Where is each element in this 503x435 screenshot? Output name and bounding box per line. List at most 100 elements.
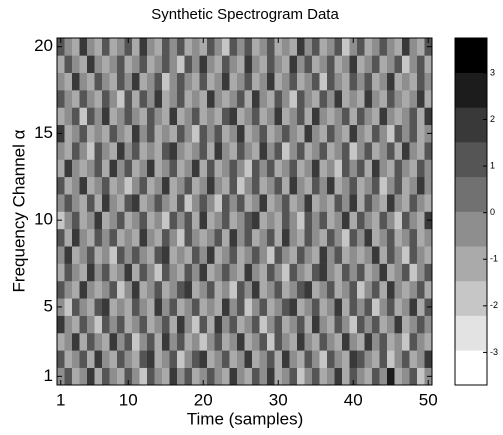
heatmap-cell <box>229 298 238 316</box>
heatmap-cell <box>334 263 343 282</box>
heatmap-cell <box>169 90 178 108</box>
heatmap-cell <box>72 55 80 73</box>
heatmap-cell <box>334 176 343 195</box>
heatmap-cell <box>334 124 343 143</box>
heatmap-cell <box>169 263 178 282</box>
heatmap-cell <box>117 332 125 351</box>
heatmap-cell <box>162 55 170 73</box>
heatmap-cell <box>229 107 238 126</box>
heatmap-cell <box>177 38 185 56</box>
heatmap-cell <box>102 159 110 178</box>
heatmap-cell <box>139 211 148 230</box>
heatmap-cell <box>289 280 298 299</box>
heatmap-cell <box>87 350 95 368</box>
heatmap-cell <box>394 38 403 56</box>
heatmap-cell <box>184 159 193 178</box>
heatmap-cell <box>252 107 260 126</box>
heatmap-cell <box>229 211 238 230</box>
y-axis-label: Frequency Channel α <box>9 129 28 292</box>
heatmap-cell <box>259 332 268 351</box>
heatmap-cell <box>177 159 185 178</box>
heatmap-cell <box>327 159 335 178</box>
heatmap-cell <box>94 263 103 282</box>
heatmap-cell <box>364 38 373 56</box>
x-axis-label: Time (samples) <box>187 409 304 428</box>
heatmap-cell <box>259 107 268 126</box>
heatmap-cell <box>72 159 80 178</box>
heatmap-cell <box>424 332 433 351</box>
heatmap-cell <box>87 107 95 126</box>
heatmap-cell <box>87 246 95 264</box>
heatmap-cell <box>364 263 373 282</box>
heatmap-cell <box>282 367 290 386</box>
heatmap-cell <box>214 55 223 73</box>
heatmap-cell <box>117 298 125 316</box>
colorbar-tick-label: -1 <box>490 254 498 264</box>
heatmap-cell <box>154 332 163 351</box>
heatmap-cell <box>349 246 358 264</box>
heatmap-cell <box>327 263 335 282</box>
heatmap-cell <box>364 159 373 178</box>
heatmap-cell <box>162 38 170 56</box>
heatmap-cell <box>64 72 73 91</box>
heatmap-cell <box>244 332 253 351</box>
heatmap-cell <box>229 315 238 334</box>
heatmap-cell <box>94 142 103 160</box>
heatmap-cell <box>184 107 193 126</box>
heatmap-cell <box>274 72 283 91</box>
heatmap-cell <box>117 367 125 386</box>
heatmap-cell <box>154 72 163 91</box>
heatmap-cell <box>132 72 140 91</box>
heatmap-cell <box>259 246 268 264</box>
heatmap-cell <box>394 298 403 316</box>
heatmap-cell <box>132 159 140 178</box>
heatmap-cell <box>267 90 275 108</box>
heatmap-cell <box>237 142 245 160</box>
heatmap-cell <box>364 315 373 334</box>
heatmap-cell <box>259 159 268 178</box>
heatmap-cell <box>222 246 230 264</box>
heatmap-cell <box>349 159 358 178</box>
heatmap-cell <box>139 176 148 195</box>
heatmap-cell <box>139 142 148 160</box>
heatmap-cell <box>244 142 253 160</box>
heatmap-cell <box>349 298 358 316</box>
heatmap-cell <box>237 107 245 126</box>
heatmap-cell <box>319 246 328 264</box>
colorbar-frame <box>454 37 488 386</box>
heatmap-cell <box>102 194 110 212</box>
heatmap-cell <box>169 211 178 230</box>
heatmap-cell <box>312 332 320 351</box>
heatmap-cell <box>417 367 425 386</box>
heatmap-cell <box>169 72 178 91</box>
heatmap-cell <box>94 38 103 56</box>
heatmap-cell <box>349 90 358 108</box>
heatmap-cell <box>252 246 260 264</box>
heatmap-cell <box>162 315 170 334</box>
heatmap-cell <box>169 332 178 351</box>
heatmap-cell <box>304 159 313 178</box>
heatmap-cell <box>229 90 238 108</box>
heatmap-cell <box>304 90 313 108</box>
heatmap-cell <box>154 142 163 160</box>
heatmap-cell <box>199 124 208 143</box>
heatmap-cell <box>304 124 313 143</box>
heatmap-cell <box>132 228 140 247</box>
heatmap-cell <box>64 194 73 212</box>
heatmap-cell <box>252 194 260 212</box>
heatmap-cell <box>214 280 223 299</box>
heatmap-cell <box>267 159 275 178</box>
heatmap-cell <box>199 159 208 178</box>
heatmap-cell <box>199 367 208 386</box>
heatmap-cell <box>72 332 80 351</box>
heatmap-cell <box>244 211 253 230</box>
heatmap-cell <box>274 246 283 264</box>
heatmap-cell <box>222 72 230 91</box>
heatmap-cell <box>297 142 305 160</box>
heatmap-cell <box>79 159 88 178</box>
heatmap-cell <box>229 194 238 212</box>
heatmap-cell <box>364 194 373 212</box>
heatmap-cell <box>409 38 418 56</box>
heatmap-cell <box>214 367 223 386</box>
heatmap-cell <box>154 298 163 316</box>
